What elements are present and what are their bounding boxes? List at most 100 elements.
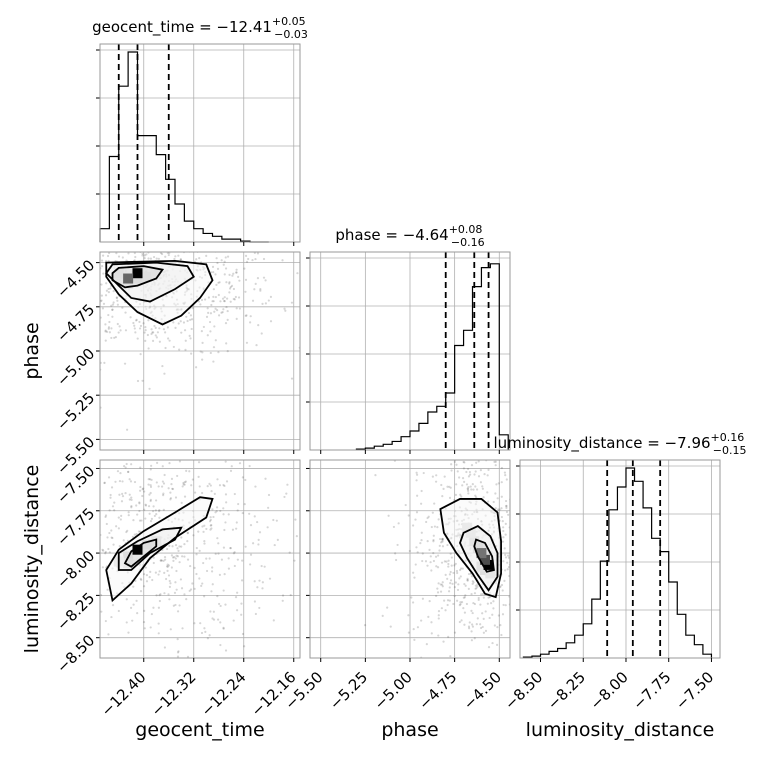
sample-point [433, 525, 437, 528]
sample-point [512, 593, 514, 595]
sample-point [216, 595, 219, 598]
sample-point [216, 267, 220, 270]
sample-point [119, 329, 122, 332]
sample-point [205, 557, 208, 560]
sample-point [95, 479, 97, 481]
sample-point [93, 434, 95, 436]
sample-point [102, 549, 105, 552]
sample-point [522, 469, 524, 471]
sample-point [96, 576, 98, 578]
sample-point [393, 444, 395, 446]
title-phase: phase = −4.64+0.08 −0.16 [335, 223, 484, 249]
sample-point [154, 334, 157, 337]
sample-point [103, 481, 106, 484]
sample-point [165, 676, 167, 678]
sample-point [89, 335, 91, 337]
sample-point [254, 612, 257, 616]
sample-point [533, 635, 535, 637]
sample-point [85, 623, 87, 625]
sample-point [256, 586, 259, 589]
sample-point [243, 267, 246, 270]
sample-point [108, 331, 111, 334]
sample-point [563, 545, 565, 547]
sample-point [178, 604, 181, 607]
sample-point [261, 302, 264, 305]
sample-point [214, 446, 216, 448]
sample-point [235, 527, 238, 530]
sample-point [191, 478, 194, 481]
sample-point [110, 304, 113, 307]
sample-point [461, 477, 465, 480]
sample-point [103, 481, 106, 485]
sample-point [162, 508, 165, 511]
sample-point [514, 608, 516, 610]
sample-point [184, 235, 186, 237]
sample-point [131, 222, 133, 224]
sample-point [458, 671, 460, 673]
sample-point [130, 506, 133, 509]
sample-point [430, 621, 433, 624]
sample-point [111, 308, 114, 311]
sample-point [491, 613, 494, 616]
sample-point [459, 575, 462, 578]
sample-point [91, 664, 93, 666]
sample-point [489, 429, 491, 431]
sample-point [155, 229, 157, 231]
sample-point [258, 606, 261, 610]
sample-point [89, 530, 91, 532]
sample-point [513, 539, 515, 541]
sample-point [443, 599, 446, 602]
sample-point [362, 429, 364, 431]
sample-point [229, 546, 232, 550]
sample-point [420, 489, 423, 493]
sample-point [459, 602, 462, 606]
sample-point [566, 587, 568, 589]
sample-point [189, 337, 192, 340]
sample-point [127, 455, 129, 457]
sample-point [223, 484, 226, 488]
sample-point [448, 485, 451, 488]
sample-point [412, 571, 415, 574]
sample-point [163, 454, 165, 456]
sample-point [109, 287, 112, 290]
sample-point [81, 542, 83, 544]
sample-point [524, 530, 526, 532]
sample-point [224, 256, 227, 259]
sample-point [237, 296, 241, 299]
sample-point [97, 260, 99, 262]
sample-point [493, 624, 496, 627]
sample-point [117, 432, 119, 434]
sample-point [233, 551, 236, 554]
sample-point [515, 495, 517, 497]
sample-point [460, 451, 462, 453]
sample-point [26, 250, 28, 252]
sample-point [143, 508, 146, 511]
sample-point [161, 364, 164, 368]
sample-point [213, 325, 216, 328]
sample-point [468, 621, 471, 624]
sample-point [446, 599, 450, 602]
sample-point [87, 621, 89, 623]
sample-point [78, 258, 80, 260]
sample-point [135, 532, 138, 536]
sample-point [418, 661, 420, 663]
sample-point [266, 526, 269, 529]
sample-point [414, 563, 417, 566]
sample-point [432, 552, 435, 555]
sample-point [95, 606, 97, 608]
sample-point [108, 551, 111, 554]
sample-point [471, 483, 474, 486]
sample-point [149, 485, 153, 489]
sample-point [257, 538, 260, 541]
sample-point [144, 326, 147, 329]
sample-point [104, 323, 107, 326]
sample-point [142, 620, 146, 624]
sample-point [233, 298, 236, 301]
sample-point [201, 491, 204, 495]
x-tick-label: −7.50 [672, 668, 717, 713]
sample-point [283, 495, 286, 499]
sample-point [440, 561, 444, 564]
sample-point [117, 516, 120, 519]
sample-point [536, 529, 538, 531]
sample-point [174, 603, 177, 607]
